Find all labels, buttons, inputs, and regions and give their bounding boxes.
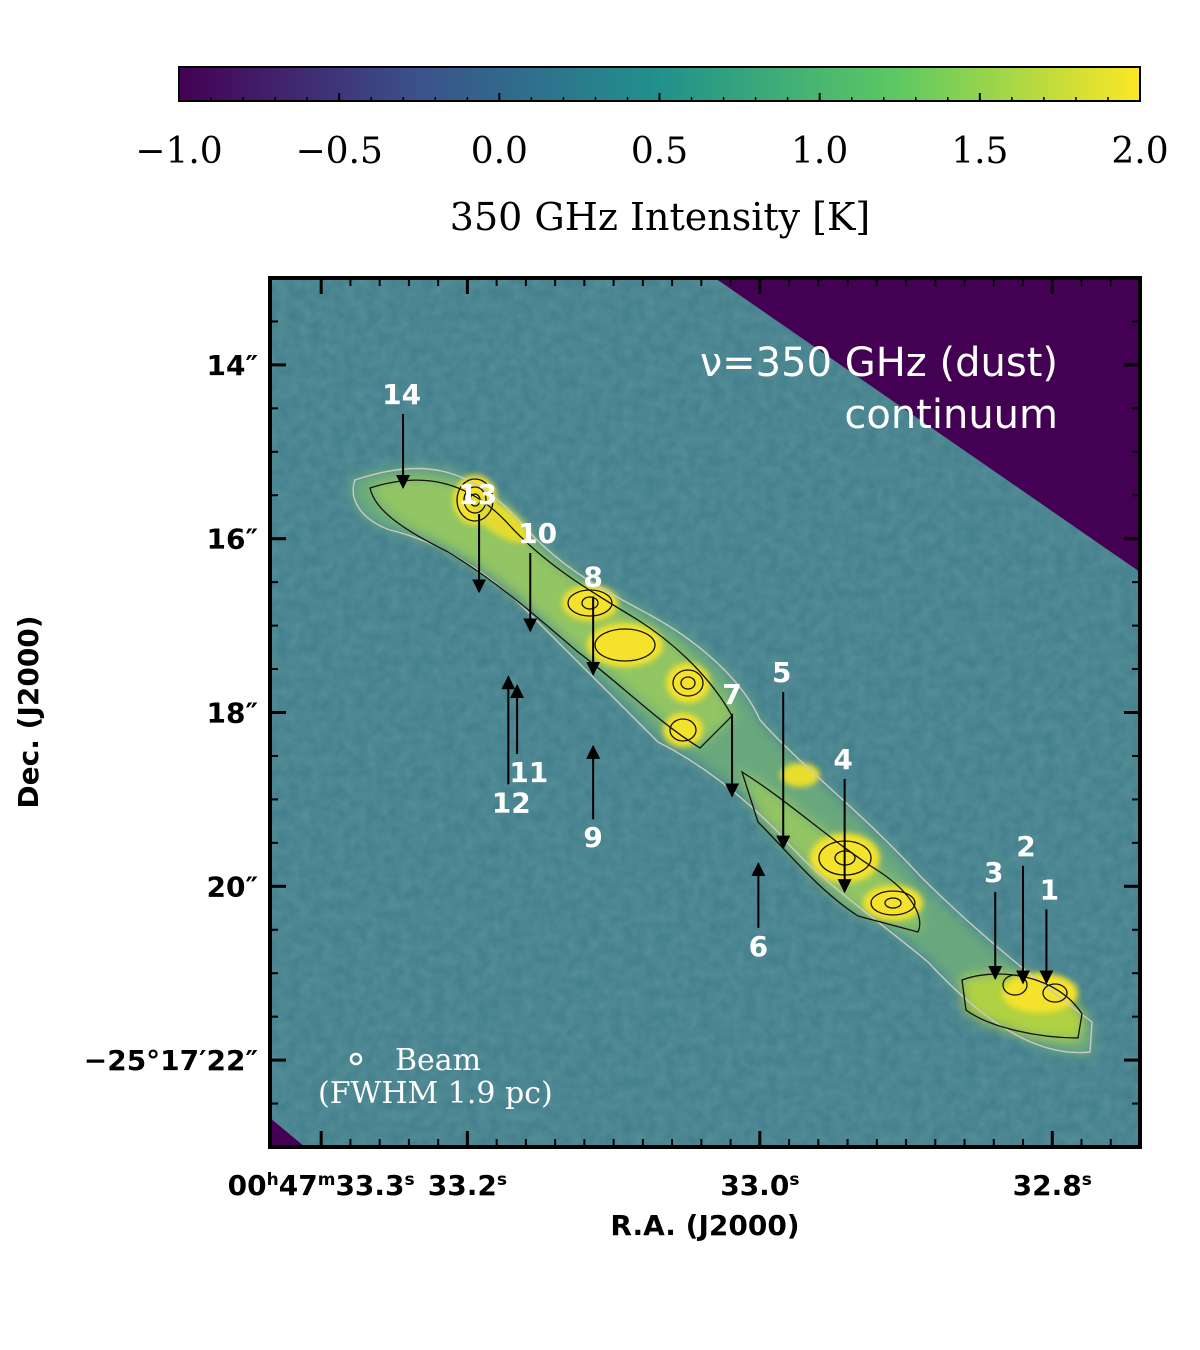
x-tick-label: 32.8s <box>1013 1169 1092 1202</box>
colorbar-tick-label: 1.5 <box>951 131 1008 172</box>
x-tick-label: 00h47m33.3s <box>228 1169 415 1202</box>
beam-ellipse <box>349 1052 363 1066</box>
clump-label-13: 13 <box>458 478 497 511</box>
clump-label-6: 6 <box>749 930 768 963</box>
masked-region-top-right <box>715 278 1140 572</box>
colorbar-label: 350 GHz Intensity [K] <box>450 195 870 239</box>
masked-region-bottom-left <box>270 1118 305 1147</box>
x-tick-labels: 00h47m33.3s 33.2s 33.0s 32.8s <box>228 1169 1092 1202</box>
y-axis-title: Dec. (J2000) <box>12 615 45 808</box>
clump-label-4: 4 <box>833 743 852 776</box>
clump-label-3: 3 <box>984 856 1003 889</box>
clump-label-14: 14 <box>382 378 421 411</box>
y-tick-label: 20″ <box>207 870 258 903</box>
clump-label-9: 9 <box>583 821 602 854</box>
colorbar-tick-label: 1.0 <box>791 131 848 172</box>
clump-label-7: 7 <box>722 678 741 711</box>
y-tick-label: 14″ <box>207 349 258 382</box>
colorbar-tick-label: 0.5 <box>631 131 688 172</box>
y-tick-labels: 14″ 16″ 18″ 20″ −25°17′22″ <box>84 349 258 1077</box>
clump-label-5: 5 <box>772 656 791 689</box>
colorbar-ticks: −1.0 −0.5 0.0 0.5 1.0 1.5 2.0 <box>135 93 1169 172</box>
y-tick-label: 16″ <box>207 523 258 556</box>
colorbar-tick-label: 2.0 <box>1111 131 1168 172</box>
beam-label: Beam <box>395 1043 481 1078</box>
clump-label-8: 8 <box>583 560 602 593</box>
beam-indicator: Beam (FWHM 1.9 pc) <box>318 1043 553 1111</box>
contours <box>352 467 1093 1054</box>
colorbar-tick-label: 0.0 <box>471 131 528 172</box>
colorbar: −1.0 −0.5 0.0 0.5 1.0 1.5 2.0 350 GHz Intensit… <box>135 66 1169 239</box>
clump-label-11: 11 <box>509 756 548 789</box>
clump-label-2: 2 <box>1016 830 1035 863</box>
x-tick-label: 33.0s <box>720 1169 799 1202</box>
map-title-line-1: ν=350 GHz (dust) <box>700 340 1058 386</box>
y-tick-label: 18″ <box>207 697 258 730</box>
colorbar-tick-label: −0.5 <box>295 131 382 172</box>
clump-label-10: 10 <box>518 517 557 550</box>
clump-label-12: 12 <box>492 786 531 819</box>
intensity-map: ν=350 GHz (dust) continuum Beam (FWHM 1.… <box>268 276 1142 1149</box>
beam-fwhm-label: (FWHM 1.9 pc) <box>318 1076 553 1111</box>
clump-label-1: 1 <box>1040 873 1059 906</box>
frame-ticks <box>270 278 1140 1147</box>
map-title-line-2: continuum <box>844 392 1058 438</box>
x-tick-label: 33.2s <box>428 1169 507 1202</box>
colorbar-tick-label: −1.0 <box>135 131 222 172</box>
y-tick-label: −25°17′22″ <box>84 1044 258 1077</box>
x-axis-title: R.A. (J2000) <box>610 1209 799 1242</box>
